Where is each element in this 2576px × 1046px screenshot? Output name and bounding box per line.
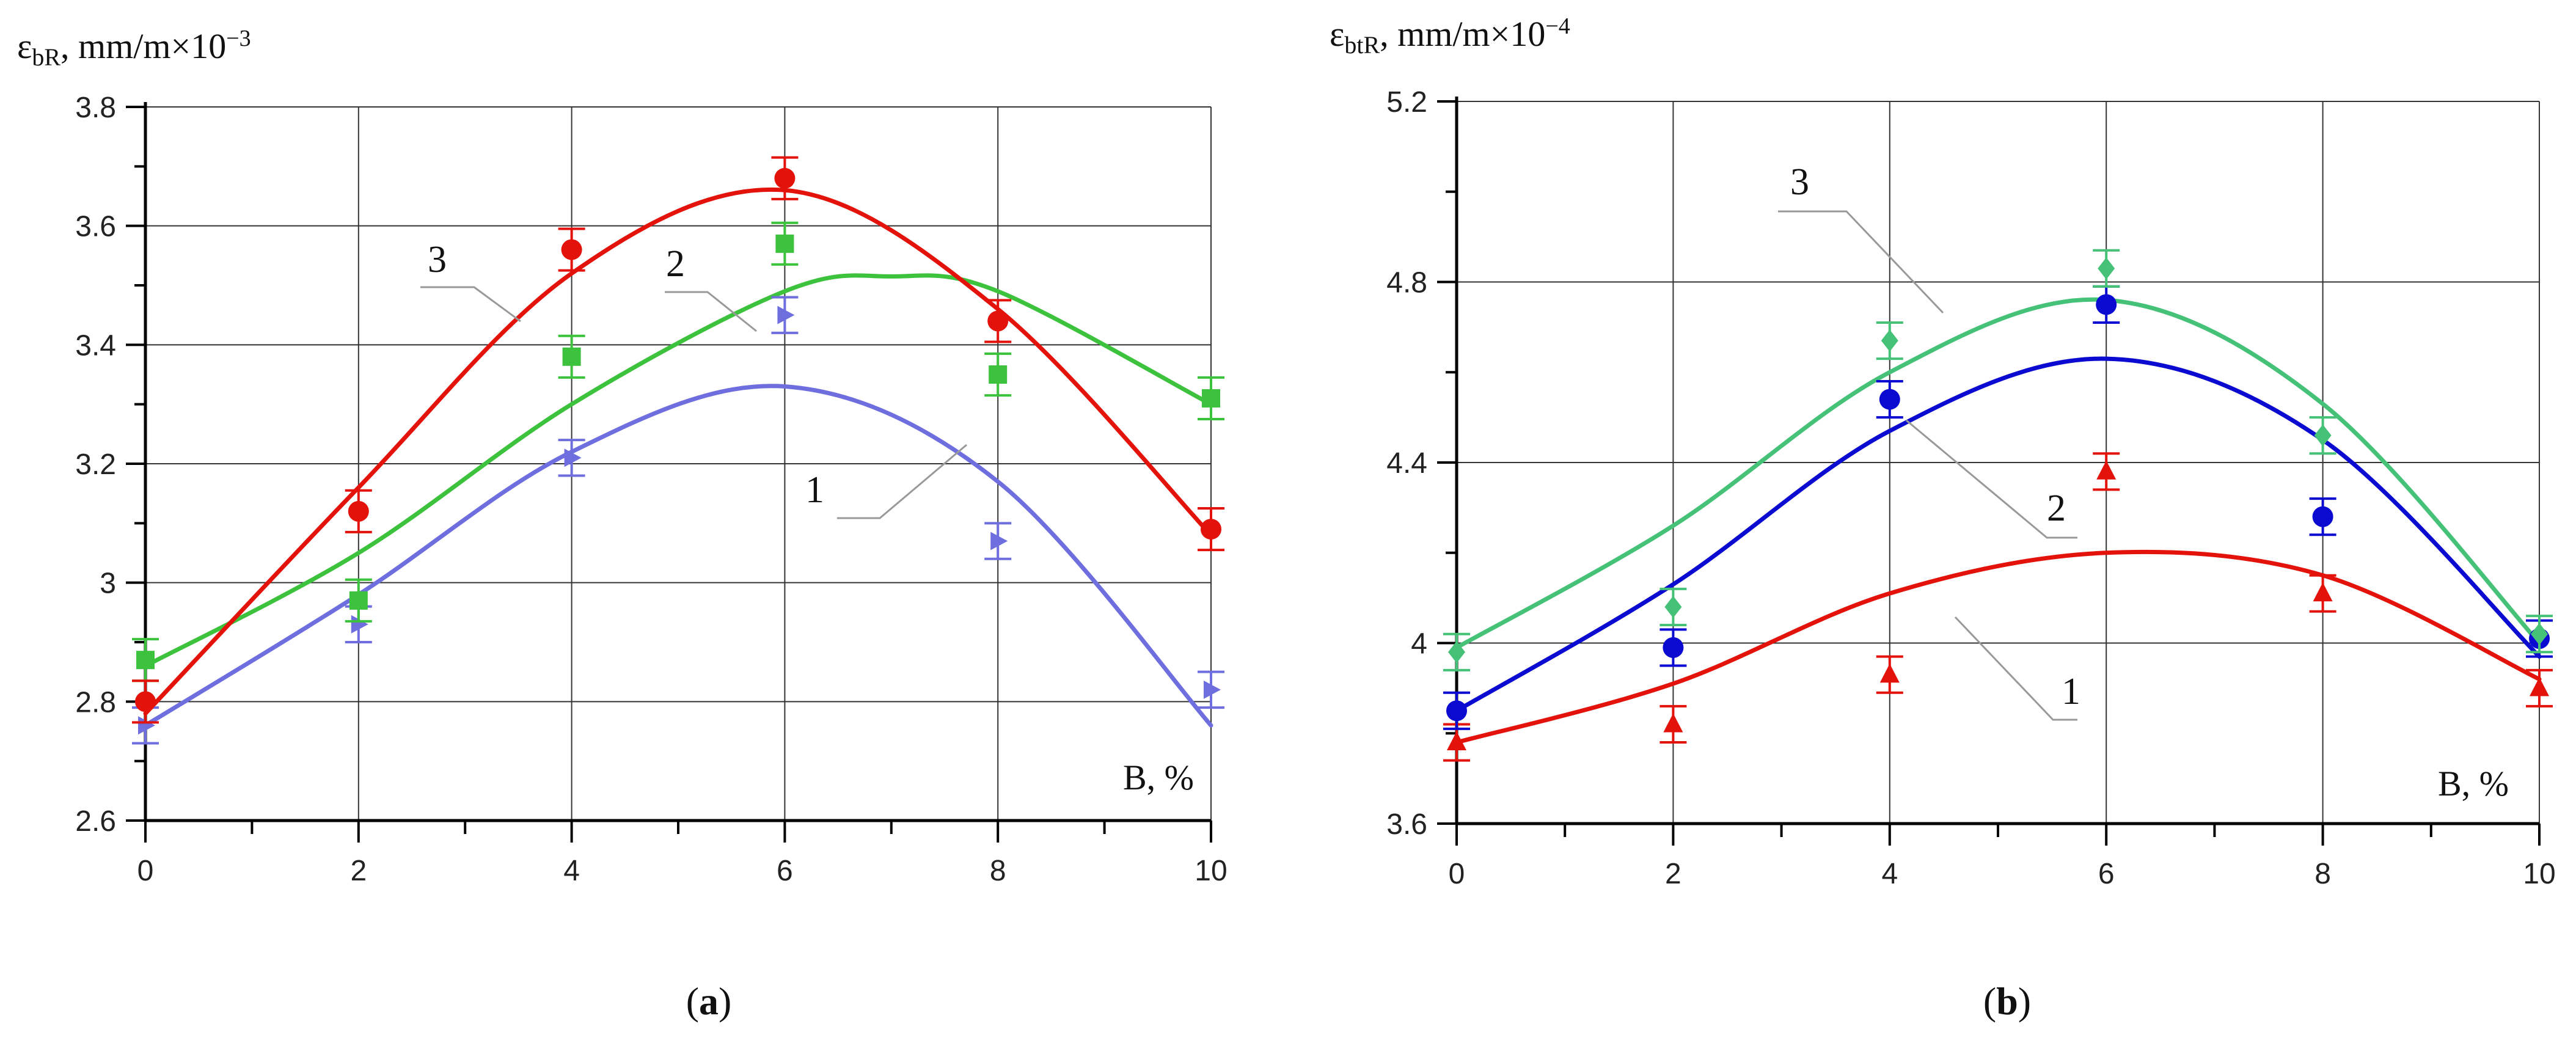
x-tick-label-b-2: 4: [1881, 858, 1898, 890]
fit-curve-a-series-2: [143, 273, 1213, 668]
curve-label-3-a: 3: [420, 239, 521, 323]
data-point-a-s3-2: [561, 239, 582, 260]
y-tick-label-a-2: 3: [100, 568, 116, 600]
data-point-b-s2-1: [1663, 637, 1684, 658]
x-tick-label-b-5: 10: [2523, 858, 2555, 890]
x-tick-label-a-4: 8: [990, 855, 1006, 887]
x-axis-label-a: B, %: [1123, 758, 1194, 797]
tick-labels-b: 0 2 4 6 8 10 3.6 4 4.4 4.8 5.2: [1386, 86, 2555, 890]
fit-curve-b-series-1: [1454, 549, 2542, 745]
fit-curves-a: [143, 187, 1213, 728]
data-point-b-s1-3: [2096, 460, 2117, 480]
data-points-b: [1443, 249, 2553, 762]
y-tick-label-a-3: 3.2: [75, 448, 116, 481]
svg-text:3: 3: [428, 239, 447, 280]
y-axis-label-b: εbtR, mm/m×10−4: [1330, 13, 1570, 59]
grid-b: [1457, 101, 2540, 824]
data-point-b-s2-3: [2096, 294, 2117, 315]
x-axis-label-b: B, %: [2438, 764, 2509, 803]
y-tick-label-b-2: 4.4: [1386, 447, 1427, 480]
data-point-b-s1-1: [1663, 713, 1683, 733]
data-point-a-s3-4: [987, 310, 1009, 332]
data-point-b-s2-0: [1446, 700, 1467, 722]
y-tick-label-b-3: 4.8: [1386, 267, 1427, 299]
fit-curves-b: [1454, 297, 2542, 745]
data-point-a-s2-0: [136, 651, 155, 670]
grid-a: [145, 106, 1212, 821]
data-point-a-s3-3: [774, 167, 796, 189]
svg-text:2: 2: [666, 243, 685, 285]
data-point-a-s2-1: [349, 591, 368, 610]
x-tick-label-a-5: 10: [1195, 855, 1227, 887]
data-point-a-s2-4: [989, 365, 1008, 384]
data-point-b-s3-0: [1448, 641, 1465, 664]
x-tick-label-b-3: 6: [2098, 858, 2115, 890]
data-point-a-s2-3: [775, 234, 794, 253]
data-point-a-s3-1: [348, 500, 369, 522]
caption-a: (a): [686, 979, 732, 1023]
data-point-b-s1-5: [2530, 677, 2549, 697]
data-points-a: [132, 156, 1224, 745]
axes-b: [1437, 97, 2541, 846]
data-point-b-s2-4: [2312, 506, 2333, 527]
y-axis-label-a: εbR, mm/m×10−3: [17, 26, 251, 71]
y-tick-label-b-1: 4: [1411, 628, 1427, 660]
data-point-b-s1-0: [1447, 731, 1466, 751]
data-point-a-s2-5: [1202, 389, 1220, 408]
data-point-b-s2-2: [1879, 389, 1900, 410]
caption-b: (b): [1983, 979, 2031, 1023]
svg-text:3: 3: [1790, 161, 1809, 203]
chart-panel-a: 0 2 4 6 8 10 2.6 2.8 3 3.2 3.4 3.6 3.8 εbR, mm/m×10−…: [17, 26, 1228, 1023]
fit-curve-b-series-2: [1454, 356, 2542, 713]
data-point-b-s3-5: [2531, 623, 2548, 645]
x-tick-label-b-4: 8: [2314, 858, 2331, 890]
data-point-b-s3-4: [2314, 424, 2332, 447]
fit-curve-a-series-1: [143, 384, 1213, 728]
data-point-a-s2-2: [562, 347, 581, 366]
y-tick-label-b-0: 3.6: [1386, 808, 1427, 841]
curve-label-2-a: 2: [665, 243, 757, 332]
data-point-a-s1-0: [138, 716, 155, 735]
data-point-a-s1-5: [1204, 680, 1221, 699]
x-tick-label-b-0: 0: [1449, 858, 1465, 890]
x-tick-label-a-2: 4: [563, 855, 580, 887]
data-point-a-s3-0: [135, 691, 156, 712]
curve-label-3-b: 3: [1778, 161, 1944, 314]
data-point-a-s1-1: [351, 615, 368, 634]
data-point-a-s3-5: [1201, 519, 1221, 540]
y-tick-label-a-1: 2.8: [75, 686, 116, 719]
x-tick-label-b-1: 2: [1665, 858, 1681, 890]
tick-labels-a: 0 2 4 6 8 10 2.6 2.8 3 3.2 3.4 3.6 3.8: [75, 92, 1227, 887]
y-tick-label-a-4: 3.4: [75, 329, 116, 362]
data-point-a-s1-3: [777, 305, 795, 324]
fit-curve-a-series-3: [143, 187, 1213, 716]
data-point-b-s3-1: [1664, 596, 1682, 618]
data-point-b-s1-4: [2313, 582, 2333, 602]
curve-label-2-b: 2: [1906, 419, 2077, 539]
svg-text:1: 1: [2062, 671, 2080, 712]
x-tick-label-a-3: 6: [777, 855, 793, 887]
data-point-a-s1-2: [564, 448, 582, 467]
curve-label-1-a: 1: [805, 444, 967, 519]
svg-text:2: 2: [2047, 488, 2066, 529]
data-point-b-s3-3: [2098, 257, 2115, 280]
data-point-b-s3-2: [1881, 329, 1898, 352]
x-tick-label-a-0: 0: [137, 855, 154, 887]
curve-label-1-b: 1: [1954, 616, 2080, 721]
y-tick-label-b-4: 5.2: [1386, 86, 1427, 119]
svg-text:1: 1: [805, 469, 824, 511]
data-point-a-s1-4: [990, 532, 1008, 550]
y-tick-label-a-6: 3.8: [75, 92, 116, 124]
y-tick-label-a-0: 2.6: [75, 805, 116, 838]
data-point-b-s1-2: [1879, 664, 1900, 683]
chart-panel-b: 0 2 4 6 8 10 3.6 4 4.4 4.8 5.2 εbtR, mm/m×10−4 B, …: [1330, 13, 2556, 1023]
fit-curve-b-series-3: [1454, 297, 2542, 650]
y-tick-label-a-5: 3.6: [75, 211, 116, 243]
x-tick-label-a-1: 2: [350, 855, 367, 887]
